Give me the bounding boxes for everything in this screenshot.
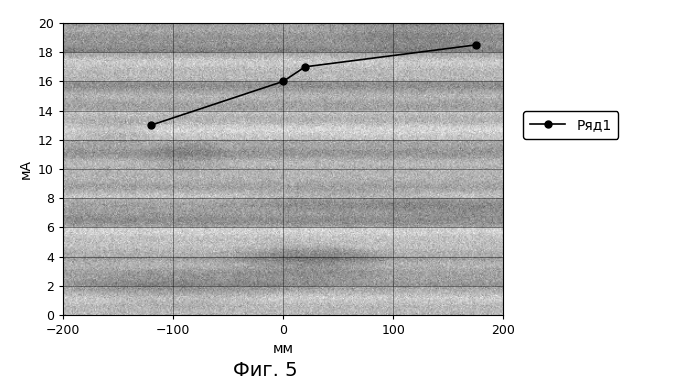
Legend: Ряд1: Ряд1 (524, 111, 619, 139)
Line: Ряд1: Ряд1 (147, 41, 480, 129)
Ряд1 (301, 65, 310, 69)
Ряд1 (279, 79, 287, 84)
Ряд1 (147, 123, 155, 127)
Y-axis label: мА: мА (18, 159, 32, 179)
Ряд1 (472, 43, 480, 47)
X-axis label: мм: мм (273, 343, 294, 356)
Text: Фиг. 5: Фиг. 5 (233, 361, 298, 380)
